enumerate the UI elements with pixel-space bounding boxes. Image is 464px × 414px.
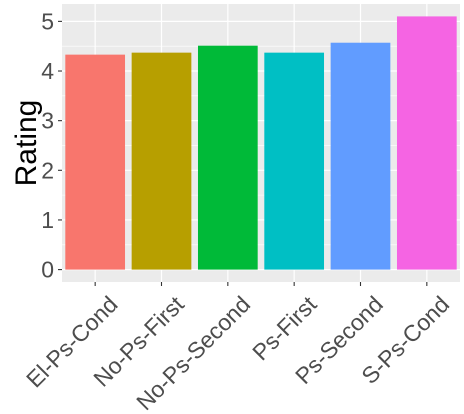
x-tick-label: No-Ps-Second [131,291,255,414]
bar-s-ps-cond [396,16,457,270]
bar-el-ps-cond [65,54,126,270]
minor-gridlines [62,45,460,246]
y-tick-label: 0 [41,257,54,283]
y-axis-ticks: 0 1 2 3 4 5 [41,8,62,283]
bar-no-ps-second [197,45,258,270]
y-tick-label: 1 [41,207,54,233]
y-tick-label: 2 [41,157,54,183]
y-tick-label: 5 [41,8,54,34]
bar-ps-first [264,52,325,270]
plot-panel [62,4,460,282]
y-tick-label: 4 [41,58,54,84]
bars [65,16,457,270]
bar-ps-second [330,42,391,270]
x-axis-ticks: El-Ps-CondNo-Ps-FirstNo-Ps-SecondPs-Firs… [21,282,454,414]
y-tick-label: 3 [41,108,54,134]
y-axis-title: Rating [10,100,43,187]
bar-no-ps-first [131,52,192,270]
